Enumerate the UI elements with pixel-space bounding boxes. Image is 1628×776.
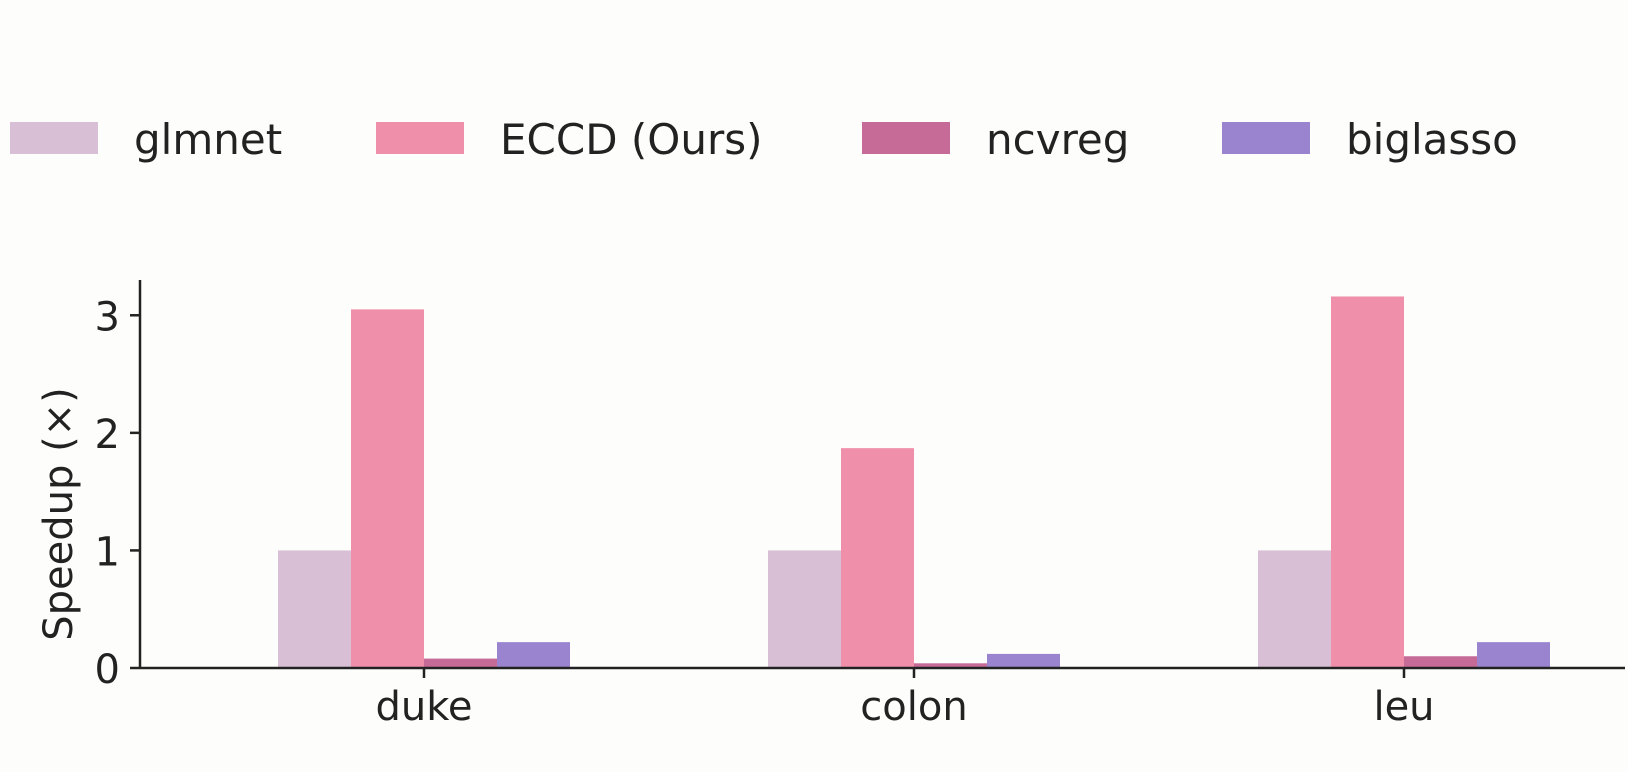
legend-swatch-biglasso — [1222, 122, 1310, 154]
bar-leu-ncvreg — [1404, 656, 1477, 668]
bar-duke-ncvreg — [424, 658, 497, 668]
legend-label-biglasso: biglasso — [1346, 115, 1518, 164]
legend-label-eccd-ours: ECCD (Ours) — [500, 115, 762, 164]
bar-duke-biglasso — [497, 642, 570, 668]
y-axis-label: Speedup (×) — [36, 387, 82, 641]
axes: 0 1 2 3 duke colon leu — [95, 280, 1625, 730]
y-tick-label: 2 — [95, 412, 120, 458]
legend-swatch-glmnet — [10, 122, 98, 154]
legend-label-glmnet: glmnet — [134, 115, 282, 164]
bar-colon-biglasso — [987, 653, 1060, 668]
bar-duke-eccd-ours — [351, 309, 424, 668]
bar-colon-eccd-ours — [841, 448, 914, 668]
y-tick-label: 1 — [95, 529, 120, 575]
bar-leu-biglasso — [1477, 642, 1550, 668]
bars — [278, 296, 1550, 668]
legend-swatch-ncvreg — [862, 122, 950, 154]
bar-duke-glmnet — [278, 550, 351, 668]
legend-swatch-eccd-ours — [376, 122, 464, 154]
bar-colon-glmnet — [768, 550, 841, 668]
legend: glmnet ECCD (Ours) ncvreg biglasso — [10, 115, 1518, 164]
bar-leu-glmnet — [1258, 550, 1331, 668]
legend-label-ncvreg: ncvreg — [986, 115, 1129, 164]
y-tick-label: 3 — [95, 294, 120, 340]
bar-colon-ncvreg — [914, 663, 987, 668]
x-tick-label-leu: leu — [1373, 684, 1434, 730]
y-tick-label: 0 — [95, 647, 120, 693]
x-tick-label-colon: colon — [860, 684, 967, 730]
x-tick-label-duke: duke — [375, 684, 472, 730]
bar-leu-eccd-ours — [1331, 296, 1404, 668]
